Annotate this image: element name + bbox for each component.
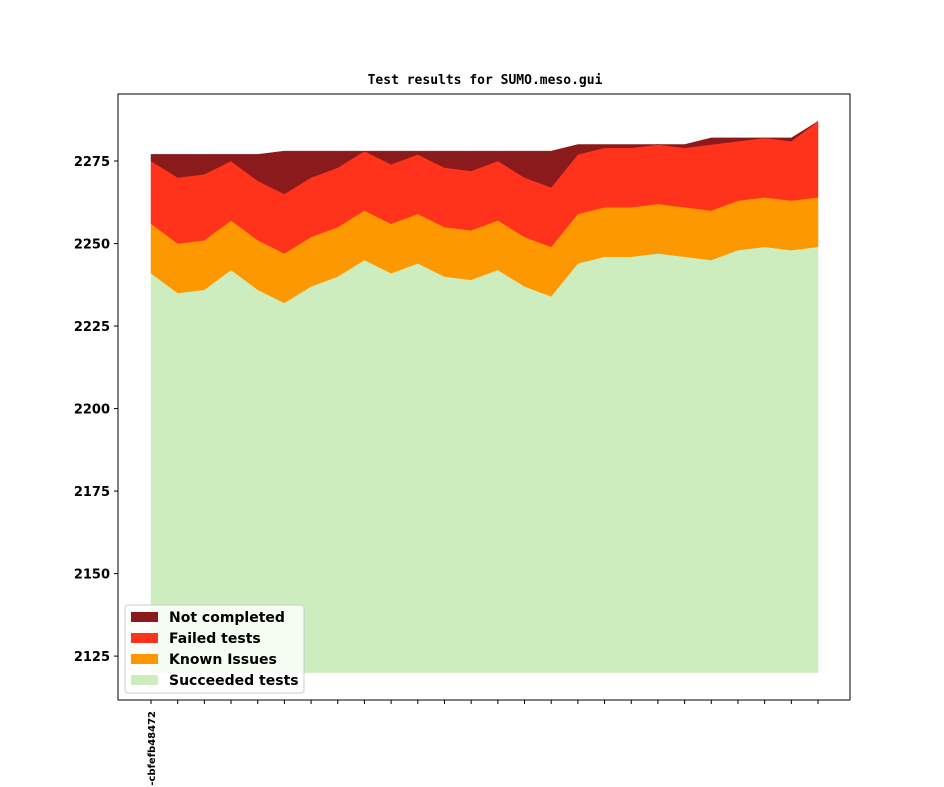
area-not-completed bbox=[150, 121, 819, 195]
y-tick-label: 2200 bbox=[74, 403, 110, 418]
legend-swatch bbox=[131, 633, 158, 643]
y-tick-label: 2150 bbox=[74, 568, 110, 583]
plot-frame bbox=[117, 93, 851, 701]
y-tick-label: 2225 bbox=[74, 320, 110, 335]
y-tick-label: 2125 bbox=[74, 650, 110, 665]
legend-swatch bbox=[131, 654, 158, 664]
legend-label: Known Issues bbox=[169, 652, 277, 668]
y-tick-label: 2275 bbox=[74, 155, 110, 170]
y-tick-label: 2175 bbox=[74, 485, 110, 500]
legend-label: Succeeded tests bbox=[169, 673, 299, 689]
legend-swatch bbox=[131, 612, 158, 622]
legend-label: Not completed bbox=[169, 610, 285, 626]
legend-label: Failed tests bbox=[169, 631, 261, 647]
chart-title: Test results for SUMO.meso.gui bbox=[367, 73, 603, 88]
x-tick-label: -cbfefb48472 bbox=[147, 711, 158, 786]
legend bbox=[124, 604, 305, 694]
y-tick-label: 2250 bbox=[74, 238, 110, 253]
legend-swatch bbox=[131, 675, 158, 685]
